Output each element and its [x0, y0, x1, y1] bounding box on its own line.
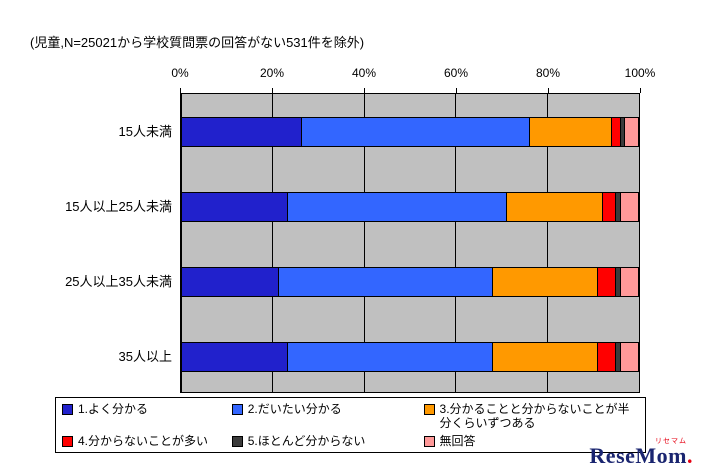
axis-tick-label: 80%: [535, 66, 561, 80]
bar-row: [181, 191, 639, 222]
bar-row: [181, 266, 639, 297]
bar-row: [181, 341, 639, 372]
category-label: 35人以上: [118, 349, 172, 364]
axis-tick-label: 20%: [259, 66, 285, 80]
axis-tick-label: 40%: [351, 66, 377, 80]
axis-tick-mark: [639, 88, 641, 93]
axis-tick-mark: [455, 88, 457, 93]
bar-segment: [182, 192, 287, 221]
legend-swatch: [62, 404, 73, 415]
logo-wordmark: ReseMom: [589, 443, 687, 468]
axis-tick-label: 100%: [624, 66, 656, 80]
bar-segment: [492, 267, 597, 296]
legend-label: 1.よく分かる: [78, 402, 149, 416]
legend-item: 4.分からないことが多い: [62, 433, 228, 449]
bar-segment: [615, 267, 620, 296]
bar-segment: [277, 267, 493, 296]
legend-label: 無回答: [439, 433, 476, 448]
legend-item: 無回答: [423, 433, 639, 449]
gridline: [455, 94, 457, 392]
stacked-bar: [181, 341, 639, 372]
gridline: [180, 94, 182, 392]
gridline: [546, 94, 548, 392]
legend: 1.よく分かる 2.だいたい分かる 3.分かることと分からないことが半分くらいずつあ…: [55, 397, 646, 454]
gridline: [638, 94, 640, 392]
axis-tick-mark: [179, 88, 181, 93]
logo-ruby-text: リセマム: [655, 438, 687, 445]
bar-segment: [286, 192, 506, 221]
legend-swatch: [423, 404, 435, 415]
bar-segment: [610, 117, 620, 146]
x-axis: 0% 20% 40% 60% 80% 100%: [171, 66, 655, 93]
legend-swatch: [231, 435, 243, 447]
bar-segment: [300, 117, 529, 146]
bar-segment: [615, 342, 620, 371]
bar-segment: [182, 117, 301, 146]
bar-row: [181, 116, 639, 147]
stacked-bar: [181, 191, 639, 222]
bar-segment: [182, 267, 278, 296]
logo-dot: .: [687, 443, 693, 468]
category-label: 15人未満: [118, 124, 172, 139]
plot-area: [180, 93, 640, 393]
legend-label: 5.ほとんど分からない: [247, 433, 366, 448]
legend-label: 4.分からないことが多い: [78, 433, 209, 448]
bar-segment: [624, 117, 638, 146]
bar-segment: [615, 192, 620, 221]
bar-segment: [505, 192, 602, 221]
stacked-bar: [181, 116, 639, 147]
legend-item: 5.ほとんど分からない: [231, 433, 420, 449]
gridline: [272, 94, 274, 392]
logo-text: ReseMom.: [589, 443, 693, 468]
chart-note: (児童,N=25021から学校質問票の回答がない531件を除外): [30, 35, 365, 50]
legend-item: 1.よく分かる: [62, 402, 228, 431]
axis-tick-mark: [271, 88, 273, 93]
axis-tick-label: 60%: [443, 66, 469, 80]
bar-segment: [619, 267, 638, 296]
bar-segment: [601, 192, 616, 221]
bar-segment: [619, 117, 625, 146]
axis-tick-mark: [363, 88, 365, 93]
gridline: [363, 94, 365, 392]
legend-swatch: [62, 435, 73, 447]
bar-segment: [596, 342, 616, 371]
legend-item: 3.分かることと分からないことが半分くらいずつある: [423, 402, 639, 431]
bar-segment: [619, 192, 638, 221]
legend-swatch: [231, 404, 243, 415]
axis-tick-mark: [547, 88, 549, 93]
bar-segment: [528, 117, 611, 146]
bar-segment: [492, 342, 597, 371]
bar-segment: [596, 267, 616, 296]
category-label: 25人以上35人未満: [65, 274, 172, 289]
bar-segment: [286, 342, 493, 371]
resemom-logo: リセマム ReseMom.: [589, 438, 693, 469]
legend-item: 2.だいたい分かる: [231, 402, 420, 431]
bar-segment: [182, 342, 287, 371]
axis-tick-label: 0%: [171, 66, 189, 80]
bar-segment: [619, 342, 638, 371]
legend-label: 2.だいたい分かる: [247, 402, 342, 416]
category-label: 15人以上25人未満: [65, 199, 172, 214]
legend-label: 3.分かることと分からないことが半分くらいずつある: [439, 402, 630, 430]
stacked-bar: [181, 266, 639, 297]
legend-swatch: [423, 435, 435, 447]
